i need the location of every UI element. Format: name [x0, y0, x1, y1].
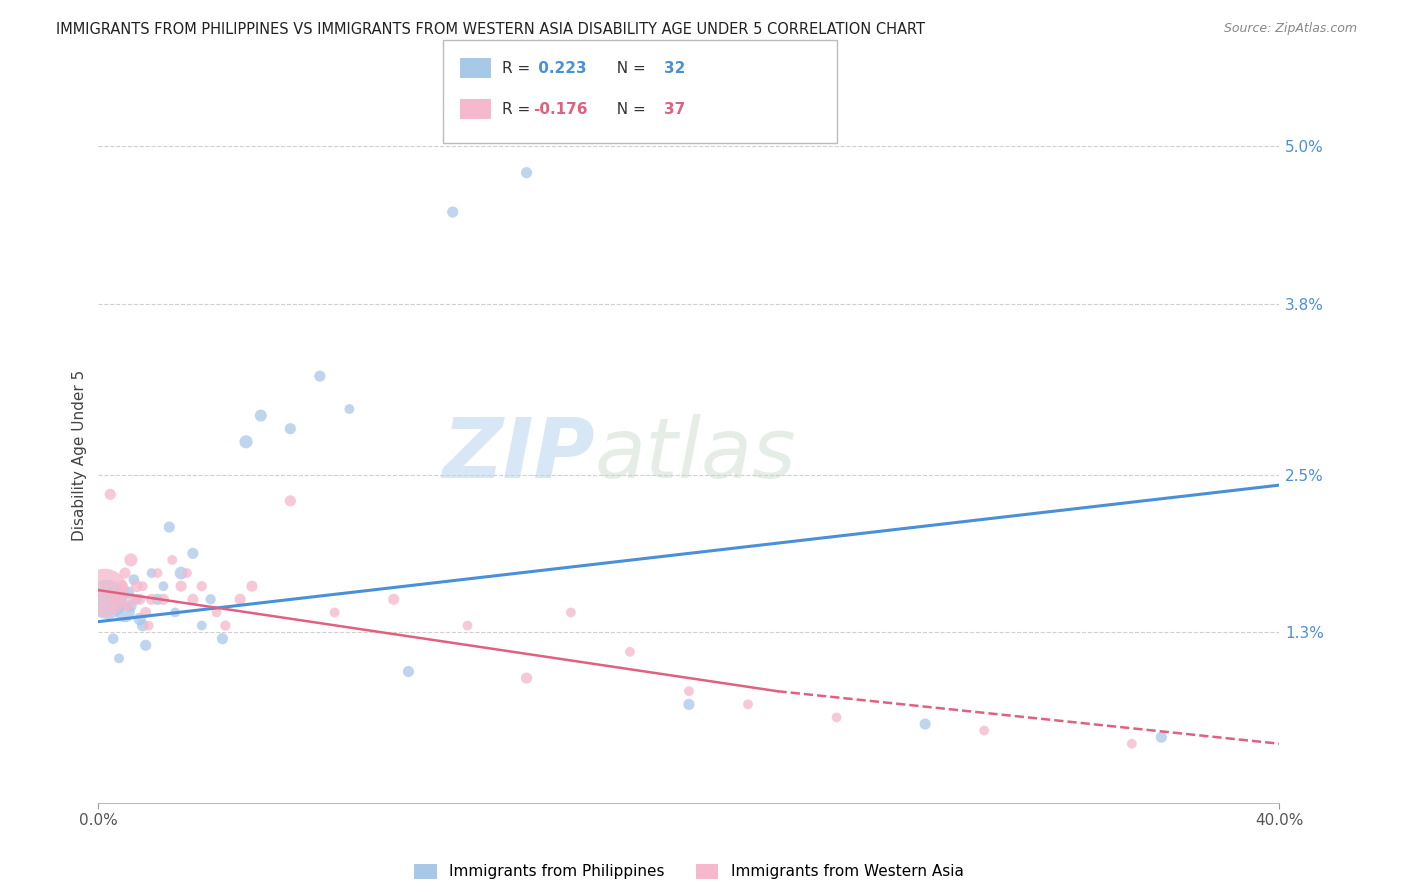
Point [141, 592, 163, 607]
Point [396, 665, 419, 679]
Point [516, 166, 538, 180]
Point [146, 566, 169, 580]
Point [157, 520, 180, 534]
Point [122, 592, 145, 607]
Point [456, 618, 478, 632]
Point [181, 592, 204, 607]
Point [152, 592, 174, 607]
Point [914, 717, 936, 731]
Point [191, 579, 214, 593]
Point [250, 409, 273, 423]
Point [111, 579, 134, 593]
Point [128, 612, 150, 626]
Point [323, 606, 346, 620]
Point [339, 401, 360, 416]
Point [229, 592, 252, 607]
Point [278, 422, 302, 436]
Point [108, 651, 131, 665]
Point [98, 487, 121, 501]
Text: Source: ZipAtlas.com: Source: ZipAtlas.com [1223, 22, 1357, 36]
Point [382, 592, 405, 607]
Point [120, 553, 142, 567]
Point [1150, 730, 1173, 744]
Point [117, 586, 139, 600]
Text: 37: 37 [664, 103, 685, 117]
Point [93, 586, 115, 600]
Text: R =: R = [502, 103, 536, 117]
Text: N =: N = [607, 103, 651, 117]
Y-axis label: Disability Age Under 5: Disability Age Under 5 [72, 369, 87, 541]
Point [135, 638, 157, 652]
Text: -0.176: -0.176 [533, 103, 588, 117]
Point [737, 698, 759, 712]
Point [678, 698, 700, 712]
Point [138, 618, 160, 632]
Point [125, 592, 148, 607]
Point [152, 579, 174, 593]
Point [181, 546, 204, 560]
Point [516, 671, 538, 685]
Point [191, 618, 214, 632]
Point [132, 618, 155, 632]
Point [176, 566, 198, 580]
Point [560, 606, 582, 620]
Point [240, 579, 263, 593]
Text: IMMIGRANTS FROM PHILIPPINES VS IMMIGRANTS FROM WESTERN ASIA DISABILITY AGE UNDER: IMMIGRANTS FROM PHILIPPINES VS IMMIGRANT… [56, 22, 925, 37]
Point [170, 579, 193, 593]
Point [1121, 737, 1143, 751]
Legend: Immigrants from Philippines, Immigrants from Western Asia: Immigrants from Philippines, Immigrants … [408, 857, 970, 886]
Point [205, 606, 228, 620]
Point [125, 579, 148, 593]
Point [441, 205, 464, 219]
Point [117, 599, 139, 613]
Point [619, 645, 641, 659]
Point [96, 592, 118, 607]
Text: atlas: atlas [595, 415, 796, 495]
Point [214, 618, 236, 632]
Point [235, 434, 257, 449]
Point [973, 723, 995, 738]
Text: ZIP: ZIP [441, 415, 595, 495]
Point [122, 573, 145, 587]
Point [200, 592, 222, 607]
Point [114, 606, 136, 620]
Point [132, 579, 155, 593]
Text: 0.223: 0.223 [533, 62, 586, 76]
Point [135, 606, 157, 620]
Point [162, 553, 183, 567]
Point [141, 566, 163, 580]
Point [103, 632, 125, 646]
Point [114, 566, 136, 580]
Point [170, 566, 193, 580]
Text: 32: 32 [664, 62, 685, 76]
Point [105, 592, 128, 607]
Point [165, 606, 187, 620]
Point [678, 684, 700, 698]
Text: N =: N = [607, 62, 651, 76]
Point [120, 599, 142, 613]
Point [278, 494, 302, 508]
Point [146, 592, 169, 607]
Point [128, 592, 150, 607]
Point [211, 632, 233, 646]
Point [309, 369, 332, 384]
Point [825, 710, 848, 724]
Text: R =: R = [502, 62, 536, 76]
